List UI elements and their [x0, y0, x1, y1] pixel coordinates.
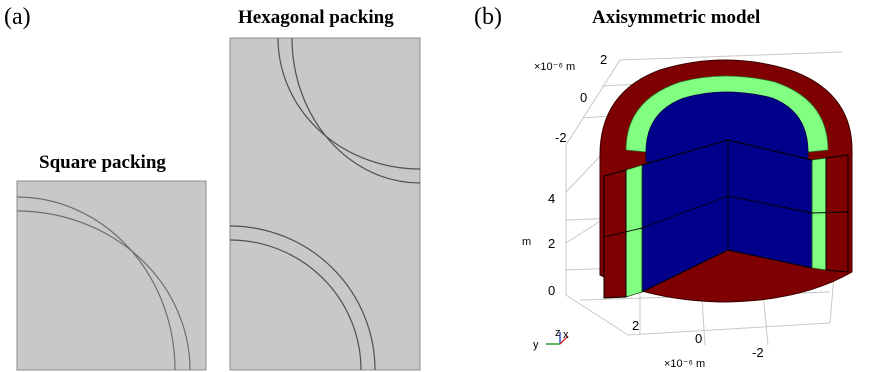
square-fiber-inner-arc — [16, 196, 176, 371]
hex-top-fiber-inner-arc — [277, 37, 421, 170]
hexagonal-unit-cell — [229, 37, 421, 371]
y-tick-0: 0 — [580, 90, 587, 105]
axisymmetric-model-title: Axisymmetric model — [592, 7, 761, 28]
hex-bottom-fiber-outer-arc — [229, 225, 376, 371]
hexagonal-packing-title: Hexagonal packing — [238, 7, 394, 28]
triad-x-label: x — [563, 329, 569, 341]
axis-triad-icon: z x y — [533, 327, 569, 351]
x-tick-2: 2 — [632, 318, 639, 333]
y-tick-2: 2 — [600, 52, 607, 67]
triad-y-label: y — [533, 339, 539, 351]
y-axis-unit: ×10⁻⁶ m — [534, 61, 575, 73]
mesh-lines — [603, 139, 849, 250]
panel-b-label: (b) — [474, 4, 502, 30]
panel-a-label: (a) — [4, 4, 31, 30]
square-fiber-outer-arc — [16, 210, 191, 371]
hex-top-fiber-outer-arc — [291, 37, 421, 184]
z-tick-2: 2 — [548, 236, 555, 251]
x-tick-0: 0 — [695, 331, 702, 346]
z-tick-4: 4 — [548, 191, 555, 206]
z-axis-label: m — [522, 236, 531, 248]
y-tick-neg2: -2 — [555, 130, 567, 145]
z-tick-0: 0 — [548, 283, 555, 298]
x-axis-unit: ×10⁻⁶ m — [664, 358, 705, 370]
hex-bottom-fiber-inner-arc — [229, 239, 362, 371]
outer-right-cut-face — [825, 154, 849, 273]
core-top — [645, 91, 809, 163]
triad-z-label: z — [555, 327, 561, 339]
square-packing-title: Square packing — [39, 152, 166, 173]
x-tick-neg2: -2 — [752, 345, 764, 360]
interphase-right-strip — [811, 157, 827, 271]
square-unit-cell — [16, 180, 207, 371]
